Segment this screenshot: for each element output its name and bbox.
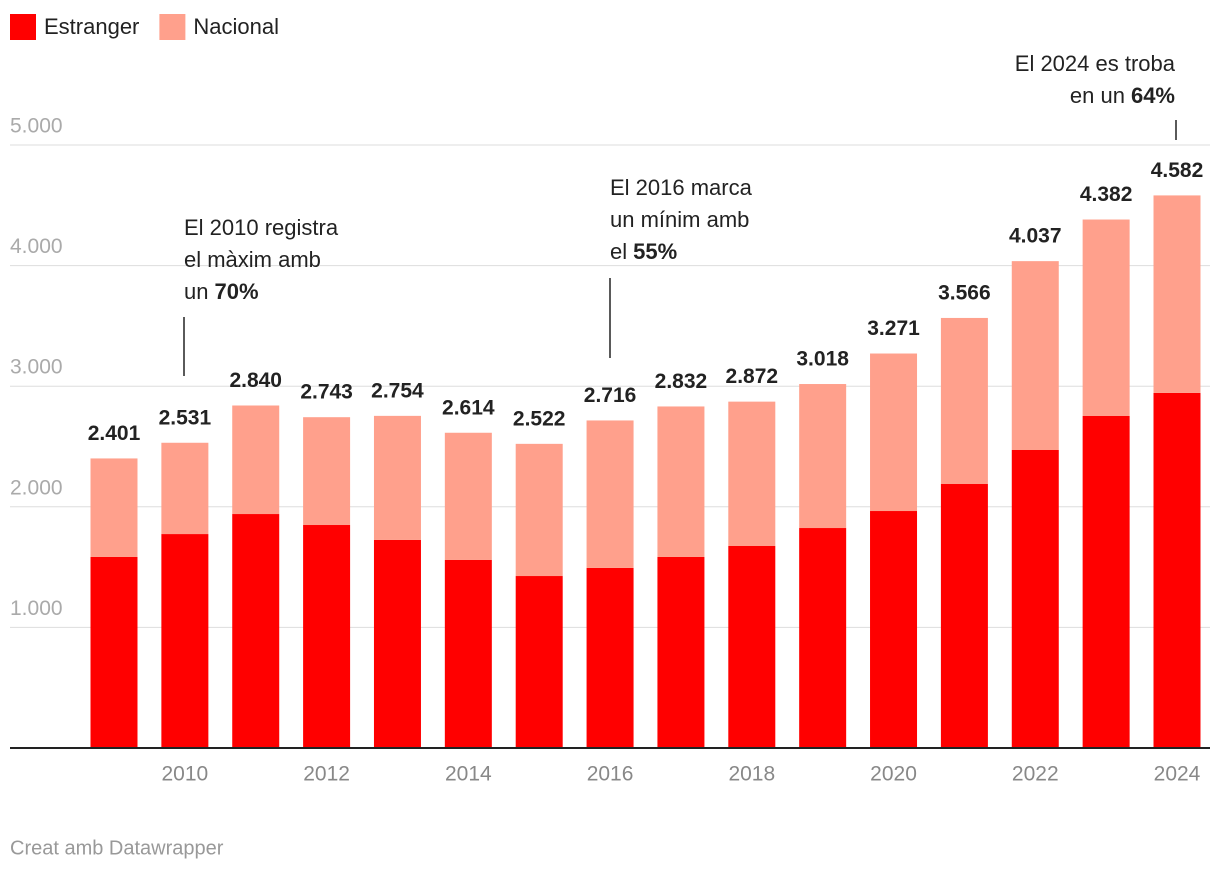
bar-segment (515, 576, 563, 748)
bar-segment (1011, 449, 1059, 748)
y-tick-label: 4.000 (10, 235, 63, 258)
bar-segment (870, 353, 918, 512)
x-tick-label: 2016 (587, 763, 634, 786)
bar-segment (373, 415, 421, 540)
total-label: 2.716 (584, 384, 637, 407)
total-label: 2.614 (442, 396, 495, 419)
total-label: 2.840 (229, 369, 282, 392)
bar-segment (444, 432, 492, 560)
bar-segment (373, 539, 421, 748)
bar-segment (657, 556, 705, 748)
x-tick-label: 2014 (445, 763, 492, 786)
y-tick-label: 1.000 (10, 597, 63, 620)
y-tick-label: 5.000 (10, 115, 63, 138)
bar-segment (1082, 219, 1130, 416)
total-label: 2.743 (300, 381, 353, 404)
bar-segment (586, 567, 634, 748)
source: Creat amb Datawrapper (10, 837, 224, 859)
bar-segment (90, 458, 138, 557)
bar-segment (1082, 415, 1130, 748)
bar-segment (303, 417, 351, 526)
annotation-text: en un (1070, 83, 1125, 108)
bar-segment (232, 405, 280, 515)
bar-segment (1153, 392, 1201, 748)
bar-segment (444, 559, 492, 748)
annotation-text: el màxim amb (184, 247, 321, 272)
x-tick-label: 2012 (303, 763, 350, 786)
total-label: 3.018 (796, 348, 849, 371)
total-label: 2.754 (371, 379, 424, 402)
annotation-text: un (184, 279, 208, 304)
bar-segment (586, 420, 634, 568)
bar-segment (728, 545, 776, 748)
bar-segment (90, 556, 138, 748)
annotation: El 2024 es troba (1015, 51, 1176, 76)
bar-segment (870, 511, 918, 748)
total-label: 2.401 (88, 422, 141, 445)
annotation-text: El 2016 marca (610, 175, 753, 200)
bar-segment (799, 384, 847, 529)
annotation: un mínim amb (610, 207, 749, 232)
total-label: 2.531 (159, 406, 212, 429)
bar-segment (161, 534, 209, 748)
bar-segment (940, 484, 988, 748)
bar-segment (799, 528, 847, 748)
annotation-text: El 2024 es troba (1015, 51, 1176, 76)
total-label: 3.271 (867, 317, 920, 340)
legend-label: Nacional (193, 14, 279, 39)
x-tick-label: 2024 (1154, 763, 1201, 786)
bar-segment (161, 442, 209, 535)
y-tick-label: 3.000 (10, 356, 63, 379)
total-label: 4.037 (1009, 225, 1062, 248)
annotation-text: un mínim amb (610, 207, 749, 232)
bar-segment (657, 406, 705, 557)
annotation-highlight: 64% (1131, 83, 1175, 108)
bar-segment (1153, 195, 1201, 393)
bar-segment (1011, 261, 1059, 450)
x-tick-label: 2022 (1012, 763, 1059, 786)
annotation-text: el (610, 239, 627, 264)
annotation-text: El 2010 registra (184, 215, 339, 240)
annotation-highlight: 70% (214, 279, 258, 304)
bar-segment (303, 525, 351, 748)
annotation: El 2016 marca (610, 175, 753, 200)
bar-segment (940, 317, 988, 485)
legend-swatch (10, 14, 36, 40)
x-tick-label: 2010 (162, 763, 209, 786)
annotation: en un 64% (1070, 83, 1175, 108)
total-label: 2.522 (513, 407, 566, 430)
total-label: 2.832 (655, 370, 708, 393)
annotation-highlight: 55% (633, 239, 677, 264)
bar-segment (232, 514, 280, 748)
total-label: 4.582 (1151, 159, 1204, 182)
x-tick-label: 2018 (728, 763, 775, 786)
x-tick-label: 2020 (870, 763, 917, 786)
total-label: 4.382 (1080, 183, 1133, 206)
bar-segment (728, 401, 776, 546)
annotation: el 55% (610, 239, 677, 264)
annotation: El 2010 registra (184, 215, 339, 240)
annotation: el màxim amb (184, 247, 321, 272)
bar-segment (515, 443, 563, 577)
total-label: 3.566 (938, 281, 991, 304)
annotation: un 70% (184, 279, 259, 304)
legend-swatch (159, 14, 186, 40)
y-tick-label: 2.000 (10, 476, 63, 499)
legend-label: Estranger (44, 14, 139, 39)
total-label: 2.872 (726, 365, 779, 388)
